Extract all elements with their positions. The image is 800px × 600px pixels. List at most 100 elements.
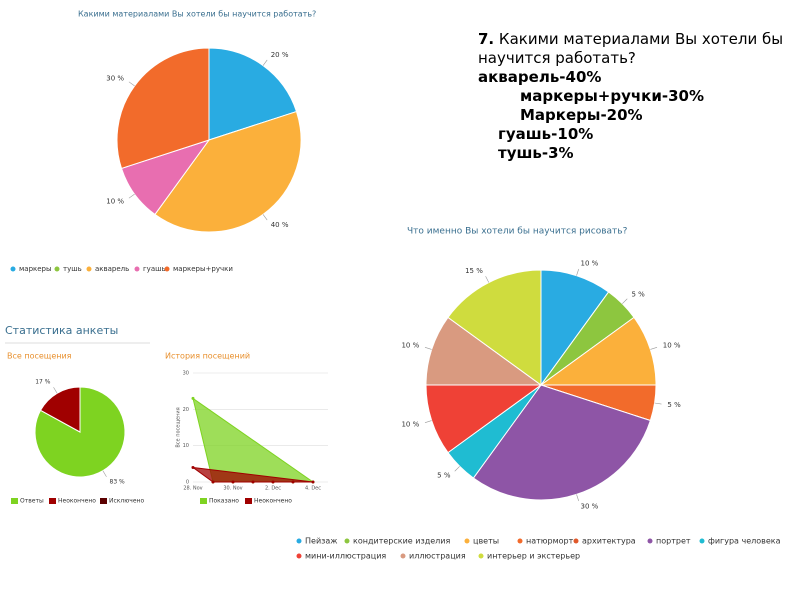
data-label: 10 % — [401, 341, 419, 349]
point — [291, 480, 295, 484]
legend-swatch — [49, 498, 56, 504]
legend-label: натюрморт — [526, 537, 574, 546]
y-tick-label: 20 — [183, 407, 189, 413]
label-leader — [424, 347, 432, 350]
text-block: 7. Какими материалами Вы хотели бы научи… — [478, 30, 800, 163]
point — [191, 465, 195, 469]
pie-slice — [39, 386, 81, 433]
legend-label: фигура человека — [708, 537, 781, 546]
x-tick-label: 30. Nov — [223, 486, 242, 492]
chart-title: Что именно Вы хотели бы научится рисоват… — [407, 227, 628, 237]
chart-title: Все посещения — [7, 352, 72, 361]
question-number: 7. — [478, 30, 495, 48]
y-tick-label: 0 — [186, 480, 189, 486]
legend-label: мини-иллюстрация — [305, 552, 386, 561]
answer: маркеры+ручки-30% — [520, 87, 704, 105]
legend-swatch — [647, 538, 653, 544]
pie-slice — [208, 47, 298, 141]
label-leader — [53, 387, 58, 394]
label-leader — [262, 59, 268, 66]
pie-slice — [447, 269, 542, 386]
legend-swatch — [86, 266, 92, 272]
legend-label: интерьер и экстерьер — [487, 552, 580, 561]
pie-slice — [540, 269, 610, 387]
legend-label: цветы — [473, 537, 499, 546]
label-leader — [650, 347, 658, 350]
data-label: 40 % — [271, 221, 289, 229]
pie-slice — [154, 110, 302, 233]
series-area — [191, 466, 314, 483]
data-label: 17 % — [35, 379, 51, 386]
legend-swatch — [10, 266, 16, 272]
legend-swatch — [164, 266, 170, 272]
section-title: Статистика анкеты — [5, 324, 118, 337]
legend-label: гуашь — [143, 265, 166, 273]
legend-label: кондитерские изделия — [353, 537, 450, 546]
x-tick-label: 4. Dec — [305, 486, 321, 492]
chart-title: Какими материалами Вы хотели бы научится… — [78, 10, 316, 19]
label-leader — [262, 214, 268, 221]
data-label: 5 % — [437, 472, 451, 480]
question-text: Какими материалами Вы хотели бы научится… — [478, 30, 784, 67]
legend-swatch — [573, 538, 579, 544]
point — [251, 480, 255, 484]
data-label: 10 % — [401, 421, 419, 429]
legend-swatch — [517, 538, 523, 544]
legend-swatch — [245, 498, 252, 504]
data-label: 30 % — [106, 74, 124, 82]
label-leader — [424, 420, 432, 423]
legend-label: маркеры — [19, 265, 52, 273]
question: 7. Какими материалами Вы хотели бы научи… — [478, 30, 800, 68]
answer: тушь-3% — [498, 144, 574, 162]
point — [211, 480, 215, 484]
x-tick-label: 28. Nov — [183, 486, 202, 492]
data-label: 10 % — [663, 341, 681, 349]
legend-swatch — [464, 538, 470, 544]
legend-swatch — [400, 553, 406, 559]
legend-swatch — [11, 498, 18, 504]
data-label: 10 % — [581, 259, 599, 267]
legend-label: Неокончено — [58, 498, 96, 505]
legend-swatch — [296, 538, 302, 544]
legend-swatch — [699, 538, 705, 544]
point — [271, 480, 275, 484]
point — [231, 480, 235, 484]
legend-swatch — [134, 266, 140, 272]
data-label: 15 % — [465, 267, 483, 275]
legend-label: иллюстрация — [409, 552, 466, 561]
label-leader — [576, 268, 579, 276]
legend-label: Неокончено — [254, 498, 292, 505]
chart-title: История посещений — [165, 352, 250, 361]
legend-label: портрет — [656, 537, 691, 546]
label-leader — [485, 276, 490, 283]
pie-slice — [425, 384, 543, 454]
pie-slice — [539, 316, 657, 386]
y-axis-label: Все посещения — [176, 407, 182, 447]
data-label: 5 % — [632, 290, 646, 298]
data-label: 20 % — [271, 51, 289, 59]
data-label: 5 % — [667, 401, 681, 409]
legend-label: архитектура — [582, 537, 636, 546]
data-label: 83 % — [110, 478, 126, 485]
label-leader — [128, 193, 135, 199]
label-leader — [654, 402, 662, 405]
legend-label: Показано — [209, 498, 239, 505]
label-leader — [576, 494, 579, 502]
label-leader — [128, 81, 135, 87]
label-leader — [622, 298, 628, 304]
pie-slice — [116, 47, 210, 170]
legend-label: Исключено — [109, 498, 144, 505]
data-label: 30 % — [581, 503, 599, 511]
legend-swatch — [200, 498, 207, 504]
y-tick-label: 30 — [183, 371, 189, 377]
answer: гуашь-10% — [498, 125, 594, 143]
point — [311, 480, 315, 484]
legend-swatch — [296, 553, 302, 559]
pie-slice — [34, 386, 126, 478]
pie-slice — [472, 384, 652, 501]
legend-swatch — [344, 538, 350, 544]
y-tick-label: 10 — [183, 443, 189, 449]
legend-swatch — [54, 266, 60, 272]
legend-label: тушь — [63, 265, 82, 273]
